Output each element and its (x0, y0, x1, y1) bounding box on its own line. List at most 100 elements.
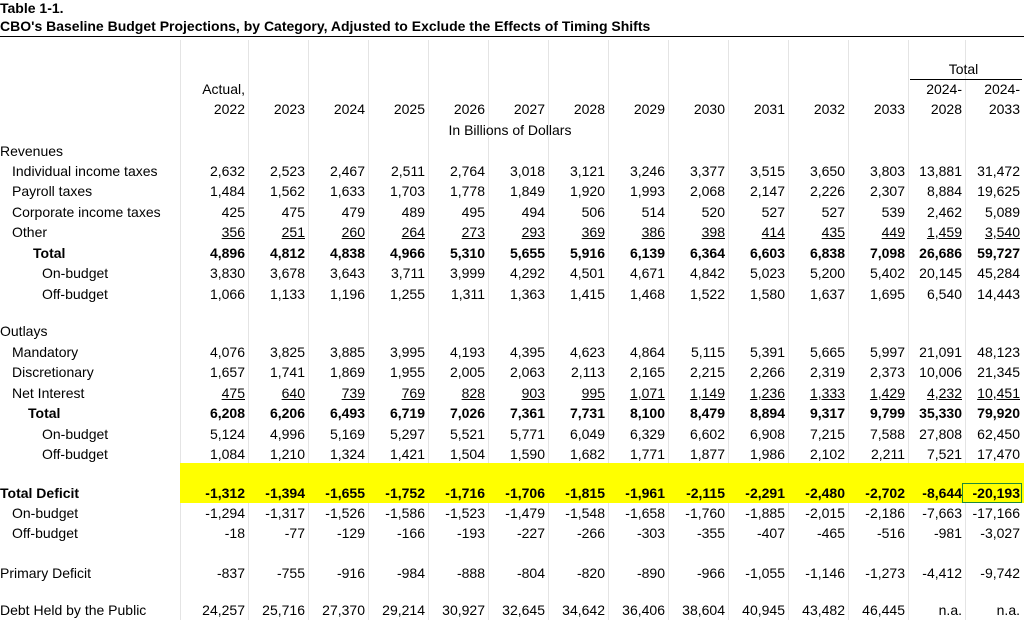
cell-value: 2,113 (571, 364, 605, 380)
cell-value: -1,961 (625, 485, 665, 501)
cell-value: 1,311 (451, 286, 485, 302)
cell-value: 4,966 (389, 245, 425, 261)
column-header: 2024- (984, 81, 1020, 97)
cell-value: 495 (461, 204, 485, 220)
cell-value: -981 (933, 525, 962, 541)
cell-value: 79,920 (977, 405, 1020, 421)
cell-value: -1,885 (745, 505, 785, 521)
cell-value: 1,869 (329, 364, 365, 380)
cell-value: 3,650 (809, 163, 845, 179)
cell-value: 1,415 (569, 286, 605, 302)
cell-value: 1,468 (629, 286, 665, 302)
cell-value: 34,642 (562, 602, 605, 618)
cell-value: -129 (336, 525, 365, 541)
row-label: Total (33, 245, 66, 261)
cell-value: 8,894 (749, 405, 785, 421)
column-header: 2027 (513, 101, 545, 117)
cell-value: -2,115 (686, 485, 725, 501)
cell-value: 1,986 (749, 446, 785, 462)
cell-value: 6,908 (749, 426, 785, 442)
cell-value: 5,916 (569, 245, 605, 261)
column-header: 2033 (988, 101, 1020, 117)
selected-cell (962, 483, 1022, 503)
cell-value: 8,884 (926, 183, 962, 199)
cell-value: 20,145 (919, 265, 962, 281)
cell-value: -17,166 (972, 505, 1020, 521)
cell-value: 2,511 (391, 163, 425, 179)
cell-value: -1,526 (325, 505, 365, 521)
cell-value: 6,540 (926, 286, 962, 302)
cell-value: 5,310 (449, 245, 485, 261)
column-header: 2029 (633, 101, 665, 117)
cell-value: 425 (221, 204, 245, 220)
cell-value: 2,266 (749, 364, 785, 380)
cell-value: 1,255 (389, 286, 425, 302)
cell-value: 7,521 (926, 446, 962, 462)
cell-value: 527 (761, 204, 785, 220)
cell-value: -77 (284, 525, 305, 541)
cell-value: 3,540 (984, 224, 1020, 240)
cell-value: -9,742 (980, 565, 1020, 581)
cell-value: 4,076 (209, 344, 245, 360)
cell-value: 3,999 (449, 265, 485, 281)
cell-value: -2,702 (865, 485, 905, 501)
cell-value: 59,727 (977, 245, 1020, 261)
cell-value: 369 (581, 224, 605, 240)
row-label: Payroll taxes (12, 183, 93, 199)
cell-value: 5,771 (509, 426, 545, 442)
column-header: 2022 (213, 101, 245, 117)
total-rule (910, 79, 1022, 80)
cell-value: -1,394 (265, 485, 305, 501)
cell-value: 3,018 (509, 163, 545, 179)
cell-value: -4,412 (922, 565, 962, 581)
cell-value: 2,307 (869, 183, 905, 199)
cell-value: 5,169 (329, 426, 365, 442)
cell-value: -984 (396, 565, 425, 581)
cell-value: 25,716 (262, 602, 305, 618)
cell-value: 769 (401, 385, 425, 401)
cell-value: 6,208 (209, 405, 245, 421)
cell-value: 4,232 (926, 385, 962, 401)
row-label: Off-budget (12, 525, 78, 541)
cell-value: 2,215 (689, 364, 725, 380)
cell-value: 1,071 (629, 385, 665, 401)
row-label: On-budget (42, 265, 109, 281)
cell-value: 4,812 (269, 245, 305, 261)
cell-value: 14,443 (977, 286, 1020, 302)
cell-value: 30,927 (442, 602, 485, 618)
cell-value: -193 (456, 525, 485, 541)
cell-value: -1,655 (325, 485, 365, 501)
cell-value: 4,292 (509, 265, 545, 281)
cell-value: -916 (336, 565, 365, 581)
grid-line (428, 40, 429, 620)
cell-value: 5,665 (809, 344, 845, 360)
cell-value: 35,330 (919, 405, 962, 421)
cell-value: 38,604 (682, 602, 725, 618)
cell-value: 2,068 (689, 183, 725, 199)
cell-value: 494 (521, 204, 545, 220)
cell-value: 10,451 (977, 385, 1020, 401)
cell-value: 1,657 (209, 364, 245, 380)
cell-value: 2,211 (871, 446, 905, 462)
cell-value: -166 (396, 525, 425, 541)
cell-value: 6,493 (329, 405, 365, 421)
row-label: Individual income taxes (12, 163, 158, 179)
cell-value: 32,645 (502, 602, 545, 618)
cell-value: -8,644 (922, 485, 962, 501)
cell-value: 251 (281, 224, 305, 240)
grid-line (908, 40, 909, 620)
cell-value: -1,523 (445, 505, 485, 521)
row-label: Off-budget (42, 446, 108, 462)
cell-value: 1,429 (869, 385, 905, 401)
row-label: Mandatory (12, 344, 79, 360)
table-title: CBO's Baseline Budget Projections, by Ca… (0, 18, 651, 34)
cell-value: 1,484 (209, 183, 245, 199)
cell-value: 13,881 (919, 163, 962, 179)
cell-value: 5,997 (869, 344, 905, 360)
cell-value: 828 (461, 385, 485, 401)
units: In Billions of Dollars (448, 122, 572, 138)
column-header: Actual, (202, 81, 245, 97)
cell-value: 1,703 (389, 183, 425, 199)
cell-value: -227 (516, 525, 545, 541)
cell-value: -755 (276, 565, 305, 581)
